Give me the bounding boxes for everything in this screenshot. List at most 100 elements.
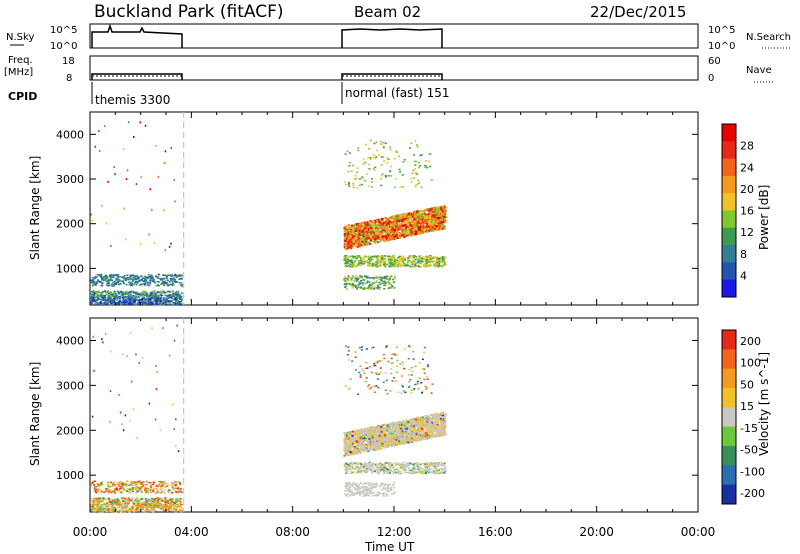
data-cell <box>93 484 96 486</box>
data-cell <box>168 506 171 508</box>
data-cell <box>366 241 369 244</box>
data-cell <box>345 285 348 288</box>
data-cell <box>369 236 372 239</box>
data-cell <box>356 167 359 169</box>
data-cell <box>146 498 149 501</box>
data-cell <box>96 298 99 301</box>
data-cell <box>360 223 363 226</box>
data-cell <box>174 302 177 305</box>
data-cell <box>95 296 98 298</box>
data-cell <box>168 300 171 303</box>
data-cell <box>440 259 443 261</box>
data-cell <box>399 256 402 259</box>
data-cell <box>144 290 147 293</box>
data-cell <box>122 497 125 499</box>
data-cell <box>379 240 382 243</box>
data-cell <box>374 225 377 228</box>
data-cell <box>437 263 440 265</box>
data-cell <box>93 369 95 372</box>
data-cell <box>398 234 401 237</box>
data-cell <box>92 292 95 295</box>
data-cell <box>151 501 154 503</box>
data-cell <box>378 287 381 290</box>
data-cell <box>344 276 347 278</box>
data-cell <box>115 488 118 491</box>
data-cell <box>370 181 373 183</box>
data-cell <box>348 181 351 184</box>
data-cell <box>149 292 152 294</box>
data-cell <box>347 170 350 173</box>
data-cell <box>351 236 354 239</box>
data-cell <box>165 504 168 506</box>
data-cell <box>401 174 404 176</box>
data-cell <box>375 226 378 229</box>
data-cell <box>422 265 425 267</box>
data-cell <box>160 293 163 296</box>
data-cell <box>423 210 426 213</box>
data-cell <box>153 242 156 245</box>
data-cell <box>113 293 116 296</box>
data-cell <box>106 293 109 296</box>
data-cell <box>431 229 434 232</box>
data-cell <box>92 300 95 303</box>
data-cell <box>426 166 429 169</box>
data-cell <box>437 222 440 225</box>
data-cell <box>364 227 367 230</box>
data-cell <box>346 262 349 265</box>
colorbar-swatch <box>722 279 736 298</box>
data-cell <box>362 232 365 235</box>
data-cell <box>444 256 447 258</box>
data-cell <box>135 283 138 286</box>
data-cell <box>422 264 425 266</box>
data-cell <box>413 154 416 156</box>
data-cell <box>377 256 380 258</box>
data-cell <box>96 301 99 304</box>
data-cell <box>154 500 157 502</box>
data-cell <box>366 261 369 264</box>
data-cell <box>143 279 146 281</box>
data-cell <box>398 216 401 219</box>
data-cell <box>134 508 137 511</box>
nsky-tick-top: 10^5 <box>50 25 77 36</box>
data-cell <box>160 277 163 280</box>
data-cell <box>141 299 144 301</box>
data-cell <box>432 219 435 222</box>
data-cell <box>438 258 441 260</box>
data-cell <box>179 481 182 484</box>
data-cell <box>384 174 387 177</box>
data-cell <box>362 257 365 259</box>
cpid-label: CPID <box>8 90 37 103</box>
data-cell <box>372 277 375 280</box>
data-cell <box>389 146 392 148</box>
data-cell <box>175 293 178 296</box>
data-cell <box>113 484 116 486</box>
data-cell <box>382 220 385 223</box>
data-cell <box>136 505 139 508</box>
data-cell <box>352 182 355 185</box>
data-cell <box>137 280 140 283</box>
data-cell <box>176 291 179 294</box>
data-cell <box>376 219 379 222</box>
data-cell <box>98 503 101 505</box>
data-cell <box>436 228 439 231</box>
data-cell <box>122 276 125 278</box>
data-cell <box>343 286 346 288</box>
data-cell <box>111 499 114 501</box>
data-cell <box>144 124 147 127</box>
data-cell <box>399 185 402 188</box>
data-cell <box>137 488 140 490</box>
data-cell <box>149 279 152 282</box>
data-cell <box>345 259 348 262</box>
data-cell <box>177 489 180 491</box>
freq-panel: Freq. [MHz] 18 8 60 0 Nave <box>4 55 774 84</box>
data-cell <box>107 300 110 302</box>
data-cell <box>377 284 380 287</box>
data-cell <box>139 121 141 124</box>
data-cell <box>402 258 405 261</box>
data-cell <box>386 238 389 241</box>
data-cell <box>433 213 436 216</box>
data-cell <box>131 490 134 493</box>
data-cell <box>343 259 346 261</box>
data-cell <box>110 491 113 494</box>
data-cell <box>412 224 415 227</box>
